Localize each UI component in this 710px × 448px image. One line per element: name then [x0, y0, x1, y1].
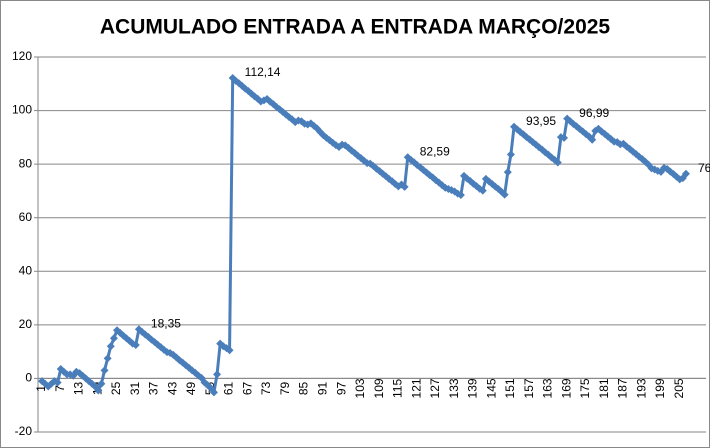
y-tick-label: 120 [12, 49, 32, 63]
marker [500, 190, 509, 199]
marker [456, 190, 465, 199]
marker [97, 379, 106, 388]
y-tick-label: 20 [19, 317, 33, 331]
chart-title: ACUMULADO ENTRADA A ENTRADA MARÇO/2025 [100, 16, 611, 39]
x-tick-label: 199 [653, 378, 667, 398]
x-tick-label: 151 [503, 378, 517, 398]
marker [109, 334, 118, 343]
x-tick-label: 139 [466, 378, 480, 398]
y-tick-label: 40 [19, 263, 33, 277]
x-tick-label: 25 [109, 381, 123, 395]
data-label: 93,95 [526, 114, 556, 128]
marker [553, 158, 562, 167]
x-tick-label: 49 [184, 381, 198, 395]
x-tick-label: 73 [259, 381, 273, 395]
data-label: 96,99 [579, 106, 609, 120]
x-tick-label: 13 [72, 381, 86, 395]
x-tick-label: 103 [353, 378, 367, 398]
marker [478, 186, 487, 195]
x-tick-label: 133 [447, 378, 461, 398]
x-tick-label: 193 [634, 378, 648, 398]
marker [225, 346, 234, 355]
x-tick-label: 43 [165, 381, 179, 395]
marker [103, 354, 112, 363]
marker [131, 340, 140, 349]
x-tick-label: 205 [672, 378, 686, 398]
x-tick-label: 67 [240, 381, 254, 395]
y-tick-label: 60 [19, 210, 33, 224]
y-tick-label: 100 [12, 103, 32, 117]
x-tick-label: 115 [391, 379, 405, 398]
marker [560, 133, 569, 142]
marker [681, 169, 690, 178]
marker [400, 182, 409, 191]
y-tick-label: 80 [19, 156, 33, 170]
x-tick-label: 109 [372, 378, 386, 398]
x-tick-label: 37 [147, 381, 161, 395]
x-tick-label: 61 [222, 381, 236, 395]
marker [59, 367, 68, 376]
marker [106, 342, 115, 351]
x-tick-label: 121 [409, 378, 423, 398]
y-tick-label: 0 [25, 371, 32, 385]
data-label: 112,14 [245, 65, 281, 79]
x-tick-label: 127 [428, 378, 442, 398]
x-tick-label: 79 [278, 381, 292, 395]
x-tick-label: 91 [316, 381, 330, 395]
x-tick-label: 187 [616, 378, 630, 398]
x-tick-label: 163 [541, 378, 555, 398]
marker [94, 386, 103, 395]
marker [100, 366, 109, 375]
x-tick-label: 85 [297, 381, 311, 395]
x-tick-label: 169 [559, 378, 573, 398]
marker [53, 378, 62, 387]
x-tick-label: 157 [522, 378, 536, 398]
marker [503, 168, 512, 177]
marker [213, 370, 222, 379]
y-tick-label: -20 [15, 424, 33, 438]
data-label: 76,43 [698, 161, 710, 175]
x-tick-label: 1 [34, 385, 48, 392]
x-tick-label: 145 [484, 378, 498, 398]
x-tick-label: 7 [53, 385, 67, 392]
marker [209, 388, 218, 397]
x-tick-label: 175 [578, 378, 592, 398]
marker [506, 150, 515, 159]
x-tick-label: 97 [334, 381, 348, 395]
marker [588, 135, 597, 144]
x-tick-label: 31 [128, 381, 142, 395]
data-label: 82,59 [420, 144, 450, 158]
data-label: 18,35 [151, 316, 181, 330]
x-tick-label: 181 [597, 378, 611, 398]
